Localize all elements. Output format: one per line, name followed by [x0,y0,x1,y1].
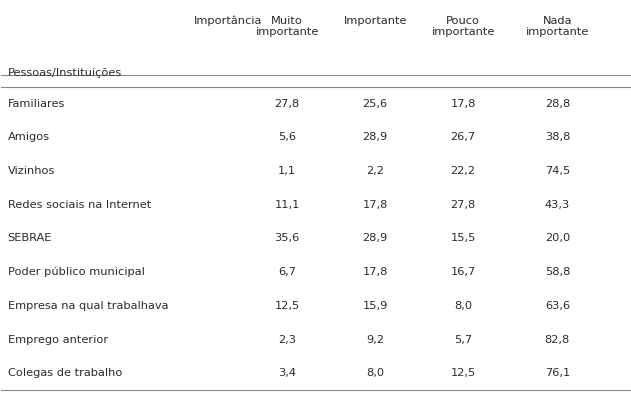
Text: Nada
importante: Nada importante [526,16,589,37]
Text: 8,0: 8,0 [366,368,384,378]
Text: 35,6: 35,6 [274,234,300,243]
Text: Muito
importante: Muito importante [256,16,319,37]
Text: 28,9: 28,9 [363,234,388,243]
Text: 2,3: 2,3 [278,335,296,344]
Text: Pessoas/Instituições: Pessoas/Instituições [8,68,122,79]
Text: Emprego anterior: Emprego anterior [8,335,108,344]
Text: 9,2: 9,2 [366,335,384,344]
Text: Colegas de trabalho: Colegas de trabalho [8,368,122,378]
Text: Vizinhos: Vizinhos [8,166,55,176]
Text: SEBRAE: SEBRAE [8,234,52,243]
Text: 63,6: 63,6 [545,301,570,311]
Text: 82,8: 82,8 [545,335,570,344]
Text: Importante: Importante [343,16,407,26]
Text: 20,0: 20,0 [545,234,570,243]
Text: 12,5: 12,5 [451,368,476,378]
Text: 27,8: 27,8 [274,99,300,108]
Text: 43,3: 43,3 [545,200,570,210]
Text: Redes sociais na Internet: Redes sociais na Internet [8,200,151,210]
Text: 3,4: 3,4 [278,368,296,378]
Text: 25,6: 25,6 [363,99,387,108]
Text: Poder público municipal: Poder público municipal [8,267,144,277]
Text: 5,7: 5,7 [454,335,472,344]
Text: 27,8: 27,8 [451,200,476,210]
Text: Pouco
importante: Pouco importante [432,16,495,37]
Text: 6,7: 6,7 [278,267,296,277]
Text: 1,1: 1,1 [278,166,297,176]
Text: Familiares: Familiares [8,99,65,108]
Text: 5,6: 5,6 [278,132,296,142]
Text: 17,8: 17,8 [362,200,388,210]
Text: 22,2: 22,2 [451,166,476,176]
Text: 28,9: 28,9 [363,132,388,142]
Text: 2,2: 2,2 [366,166,384,176]
Text: 26,7: 26,7 [451,132,476,142]
Text: 76,1: 76,1 [545,368,570,378]
Text: 12,5: 12,5 [274,301,300,311]
Text: 58,8: 58,8 [545,267,570,277]
Text: Importância: Importância [194,16,262,26]
Text: 17,8: 17,8 [362,267,388,277]
Text: 38,8: 38,8 [545,132,570,142]
Text: Empresa na qual trabalhava: Empresa na qual trabalhava [8,301,168,311]
Text: 15,5: 15,5 [451,234,476,243]
Text: 8,0: 8,0 [454,301,472,311]
Text: 74,5: 74,5 [545,166,570,176]
Text: 17,8: 17,8 [451,99,476,108]
Text: 15,9: 15,9 [362,301,388,311]
Text: Amigos: Amigos [8,132,50,142]
Text: 16,7: 16,7 [451,267,476,277]
Text: 11,1: 11,1 [274,200,300,210]
Text: 28,8: 28,8 [545,99,570,108]
